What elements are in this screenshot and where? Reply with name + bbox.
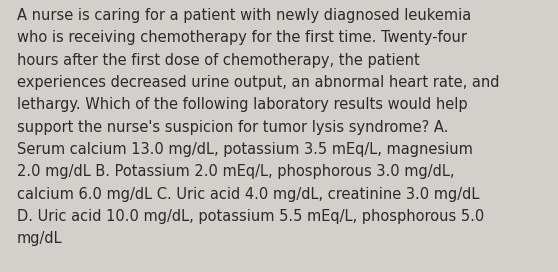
Text: mg/dL: mg/dL: [17, 231, 62, 246]
Text: hours after the first dose of chemotherapy, the patient: hours after the first dose of chemothera…: [17, 53, 420, 68]
Text: experiences decreased urine output, an abnormal heart rate, and: experiences decreased urine output, an a…: [17, 75, 499, 90]
Text: 2.0 mg/dL B. Potassium 2.0 mEq/L, phosphorous 3.0 mg/dL,: 2.0 mg/dL B. Potassium 2.0 mEq/L, phosph…: [17, 164, 454, 179]
Text: who is receiving chemotherapy for the first time. Twenty-four: who is receiving chemotherapy for the fi…: [17, 30, 466, 45]
Text: Serum calcium 13.0 mg/dL, potassium 3.5 mEq/L, magnesium: Serum calcium 13.0 mg/dL, potassium 3.5 …: [17, 142, 473, 157]
Text: lethargy. Which of the following laboratory results would help: lethargy. Which of the following laborat…: [17, 97, 468, 112]
Text: calcium 6.0 mg/dL C. Uric acid 4.0 mg/dL, creatinine 3.0 mg/dL: calcium 6.0 mg/dL C. Uric acid 4.0 mg/dL…: [17, 187, 479, 202]
Text: A nurse is caring for a patient with newly diagnosed leukemia: A nurse is caring for a patient with new…: [17, 8, 471, 23]
Text: support the nurse's suspicion for tumor lysis syndrome? A.: support the nurse's suspicion for tumor …: [17, 120, 448, 135]
Text: D. Uric acid 10.0 mg/dL, potassium 5.5 mEq/L, phosphorous 5.0: D. Uric acid 10.0 mg/dL, potassium 5.5 m…: [17, 209, 484, 224]
